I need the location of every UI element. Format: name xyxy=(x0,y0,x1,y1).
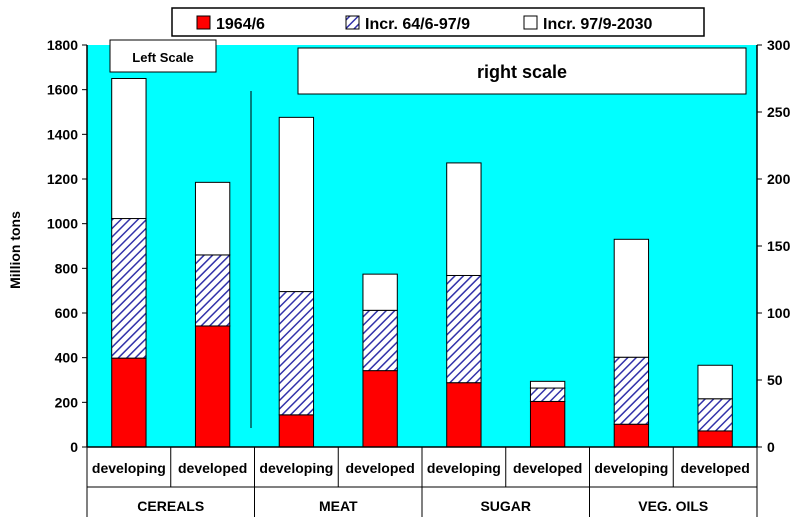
segment-1964 xyxy=(613,423,650,448)
left-tick-label: 1000 xyxy=(47,216,78,232)
segment-incr-97-2030 xyxy=(446,162,482,276)
left-tick-label: 200 xyxy=(55,394,79,410)
y-axis-label: Million tons xyxy=(7,211,23,289)
segment-1964 xyxy=(194,325,231,448)
legend-box xyxy=(171,7,705,37)
segment-incr-64-97 xyxy=(278,291,315,416)
segment-incr-97-2030 xyxy=(613,238,650,358)
right-tick-label: 0 xyxy=(767,439,775,455)
group-label: CEREALS xyxy=(137,498,204,514)
bar-label: developed xyxy=(513,460,582,476)
right-ticks: 0 50 100 150 200 250 300 xyxy=(757,37,791,455)
right-scale-label: right scale xyxy=(477,62,567,82)
segment-incr-64-97 xyxy=(362,309,398,372)
segment-incr-64-97 xyxy=(613,356,650,425)
bar-label: developed xyxy=(346,460,415,476)
segment-incr-97-2030 xyxy=(111,78,147,220)
segment-1964 xyxy=(446,382,482,448)
segment-incr-97-2030 xyxy=(697,364,733,400)
bar-label: developing xyxy=(259,460,333,476)
segment-incr-97-2030 xyxy=(194,181,231,256)
bar-label: developing xyxy=(427,460,501,476)
legend-label-incr-97-2030: Incr. 97/9-2030 xyxy=(543,16,653,33)
segment-incr-97-2030 xyxy=(529,380,566,389)
segment-1964 xyxy=(697,430,733,448)
left-tick-label: 1200 xyxy=(47,171,78,187)
group-label: MEAT xyxy=(319,498,358,514)
legend-swatch-1964 xyxy=(196,15,211,30)
segment-incr-64-97 xyxy=(697,398,733,432)
right-scale-box xyxy=(297,47,747,95)
bar-label: developed xyxy=(178,460,247,476)
right-tick-label: 250 xyxy=(767,104,791,120)
group-label: SUGAR xyxy=(480,498,531,514)
segment-incr-64-97 xyxy=(111,218,147,359)
segment-1964 xyxy=(529,400,566,448)
left-tick-label: 600 xyxy=(55,305,79,321)
bars xyxy=(111,78,733,448)
legend-swatch-incr-97-2030 xyxy=(523,15,538,30)
bar-label: developing xyxy=(594,460,668,476)
left-tick-label: 1400 xyxy=(47,126,78,142)
segment-incr-97-2030 xyxy=(278,116,315,293)
right-tick-label: 200 xyxy=(767,171,791,187)
right-tick-label: 100 xyxy=(767,305,791,321)
legend-label-1964: 1964/6 xyxy=(216,16,265,33)
left-ticks: 0 200 400 600 800 1000 1200 1400 1600 1800 xyxy=(47,37,87,455)
left-tick-label: 400 xyxy=(55,350,79,366)
left-scale-label: Left Scale xyxy=(132,50,193,65)
bar-label: developed xyxy=(681,460,750,476)
segment-incr-64-97 xyxy=(446,274,482,384)
legend-swatch-incr-64-97 xyxy=(345,15,360,30)
group-label: VEG. OILS xyxy=(638,498,708,514)
plot-area xyxy=(87,45,757,447)
legend: 1964/6 Incr. 64/6-97/9 Incr. 97/9-2030 xyxy=(171,7,705,37)
left-scale-box xyxy=(109,39,217,73)
left-tick-label: 0 xyxy=(70,439,78,455)
segment-1964 xyxy=(111,357,147,448)
right-tick-label: 50 xyxy=(767,372,783,388)
legend-label-incr-64-97: Incr. 64/6-97/9 xyxy=(365,16,470,33)
segment-1964 xyxy=(362,370,398,448)
right-tick-label: 300 xyxy=(767,37,791,53)
left-tick-label: 1600 xyxy=(47,82,78,98)
segment-incr-64-97 xyxy=(194,254,231,327)
right-tick-label: 150 xyxy=(767,238,791,254)
segment-incr-97-2030 xyxy=(362,273,398,311)
bar-label: developing xyxy=(92,460,166,476)
segment-1964 xyxy=(278,414,315,448)
left-tick-label: 800 xyxy=(55,260,79,276)
left-tick-label: 1800 xyxy=(47,37,78,53)
category-labels: developing developed CEREALS developing deve… xyxy=(86,447,758,517)
segment-incr-64-97 xyxy=(529,387,566,402)
